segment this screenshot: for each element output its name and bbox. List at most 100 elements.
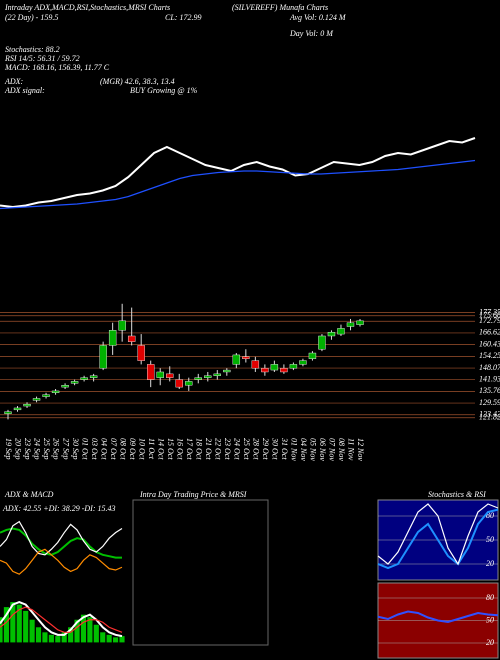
indicator-line [377, 508, 499, 570]
macd-bar [119, 636, 125, 643]
candle-body [308, 352, 317, 359]
x-tick-label: 25 Oct [242, 438, 251, 460]
x-tick-label: 07 Nov [328, 438, 337, 461]
indicator-line [0, 606, 123, 633]
indicator-line [0, 548, 123, 575]
candle-body [51, 390, 60, 394]
panel-title: ADX & MACD [4, 490, 54, 499]
x-tick-label: 29 Oct [261, 438, 270, 460]
macd-bar [16, 604, 22, 643]
y-tick-label: 80 [486, 593, 494, 602]
candle-body [223, 369, 231, 373]
candle-body [61, 385, 69, 388]
y-tick-label: 20 [486, 559, 494, 568]
header-text: (MGR) 42.6, 38.3, 13.4 [100, 77, 175, 86]
header-text: ADX: [4, 77, 24, 86]
x-tick-label: 11 Nov [347, 438, 356, 461]
macd-bar [80, 614, 87, 643]
macd-bar [106, 634, 112, 643]
x-tick-label: 04 Oct [99, 438, 108, 460]
candle-body [213, 373, 221, 376]
indicator-line [0, 137, 476, 209]
x-tick-label: 23 Oct [223, 438, 232, 460]
y-tick-label: 148.07 [479, 363, 500, 372]
indicator-line [0, 159, 476, 210]
candle-body [118, 320, 126, 331]
candle-body [89, 375, 98, 378]
candle-body [13, 407, 22, 411]
x-tick-label: 01 Nov [290, 438, 299, 461]
indicator-line [377, 610, 499, 624]
candle-body [42, 394, 50, 397]
macd-bar [61, 632, 67, 643]
macd-bar [42, 632, 48, 643]
panel-title: Intra Day Trading Price & MRSI [139, 490, 247, 499]
macd-bar [93, 624, 99, 643]
candle-body [70, 381, 79, 384]
x-tick-label: 26 Sep [52, 438, 61, 460]
candle-body [289, 364, 298, 369]
x-tick-label: 05 Nov [309, 438, 318, 461]
macd-bar [100, 632, 106, 643]
candle-body [32, 398, 41, 401]
candle-body [23, 403, 31, 407]
x-tick-label: 24 Oct [232, 438, 241, 460]
candle-body [251, 360, 260, 369]
candle-body [270, 364, 279, 371]
macd-bar [113, 637, 119, 643]
x-tick-label: 30 Sep [71, 437, 80, 460]
macd-bar [55, 636, 61, 643]
header-text: (22 Day) - 159.5 [5, 13, 58, 22]
x-tick-label: 15 Oct [166, 438, 175, 460]
candle-body [80, 377, 88, 380]
candle-body [4, 411, 12, 414]
y-tick-label: 177.35 [479, 307, 500, 316]
header-text: RSI 14/5: 56.31 / 59.72 [4, 54, 80, 63]
header-text: Stochastics: 88.2 [5, 45, 60, 54]
x-tick-label: 30 Oct [271, 437, 280, 460]
x-tick-label: 22 Oct [213, 438, 222, 460]
annotation: ADX: 42.55 +DI: 38.29 -DI: 15.43 [2, 504, 116, 513]
y-tick-label: 172.79 [479, 316, 500, 325]
candle-body [108, 330, 117, 346]
x-tick-label: 21 Oct [204, 438, 213, 460]
y-tick-label: 121.82 [479, 413, 500, 422]
macd-bar [0, 617, 3, 643]
x-tick-label: 19 Sep [4, 438, 13, 460]
y-tick-label: 123.42 [479, 410, 500, 419]
candle-body [261, 367, 269, 373]
candle-body [175, 379, 183, 388]
x-tick-label: 28 Oct [252, 438, 261, 460]
header-text: Avg Vol: 0.124 M [289, 13, 347, 22]
macd-bar [10, 602, 16, 643]
x-tick-label: 06 Nov [318, 438, 327, 461]
candle-body [204, 375, 212, 378]
x-tick-label: 17 Oct [185, 438, 194, 460]
header-text: (SILVEREFF) Munafa Charts [232, 3, 328, 12]
macd-bar [35, 627, 42, 643]
candle-body [318, 335, 326, 350]
candle-body [166, 373, 174, 378]
y-tick-label: 20 [486, 638, 494, 647]
candle-body [299, 360, 307, 365]
candle-body [356, 320, 364, 325]
x-tick-label: 09 Oct [128, 438, 137, 460]
panel-title: Stochastics & RSI [428, 490, 486, 499]
y-tick-label: 80 [486, 511, 494, 520]
candle-body [147, 364, 155, 380]
y-tick-label: 129.59 [479, 398, 500, 407]
candle-body [232, 354, 241, 365]
candle-body [242, 356, 250, 359]
candle-body [280, 367, 288, 373]
macd-bar [87, 617, 93, 643]
x-tick-label: 31 Oct [280, 437, 289, 460]
header-text: CL: 172.99 [165, 13, 201, 22]
candle-body [99, 345, 107, 369]
macd-bar [48, 634, 54, 643]
y-tick-label: 160.43 [479, 339, 500, 348]
x-tick-label: 24 Sep [33, 438, 42, 460]
y-tick-label: 135.76 [479, 386, 500, 395]
x-tick-label: 07 Oct [109, 438, 118, 460]
y-tick-label: 166.62 [479, 328, 500, 337]
x-tick-label: 08 Nov [337, 438, 346, 461]
